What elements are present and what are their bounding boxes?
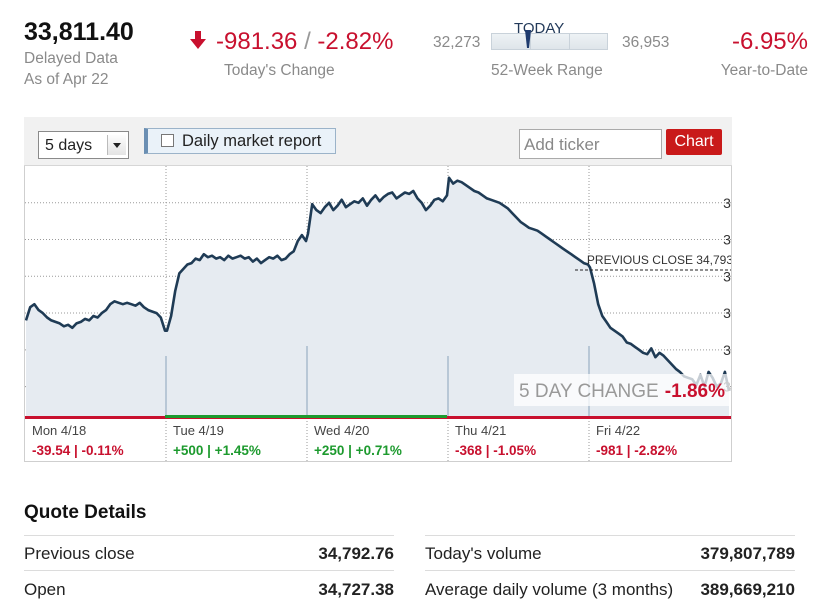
five-day-change-box	[514, 374, 730, 406]
day-label: Thu 4/21	[455, 423, 506, 438]
y-tick-label: 35,000	[723, 232, 731, 248]
y-tick-label: 34,500	[723, 305, 731, 321]
day-label: Fri 4/22	[596, 423, 640, 438]
delayed-data-label: Delayed Data	[24, 50, 118, 67]
volume-spike	[447, 356, 449, 416]
five-day-change-label: 5 DAY CHANGE	[519, 381, 659, 402]
range-high: 36,953	[622, 34, 670, 51]
detail-value-todays-volume: 379,807,789	[700, 544, 795, 563]
detail-value-open: 34,727.38	[318, 580, 394, 599]
detail-value-previous-close: 34,792.76	[318, 544, 394, 563]
range-today-label: TODAY	[514, 20, 565, 37]
y-tick-label: 34,750	[723, 268, 731, 284]
volume-spike	[165, 356, 167, 416]
quote-details-title: Quote Details	[24, 502, 147, 523]
day-change-label: -981 | -2.82%	[596, 443, 677, 458]
detail-label-avg-volume: Average daily volume (3 months)	[425, 580, 674, 599]
chart-button[interactable]: Chart	[666, 129, 722, 155]
daily-report-toggle[interactable]: Daily market report	[144, 128, 336, 154]
day-change-label: +500 | +1.45%	[173, 443, 261, 458]
day-change-label: +250 | +0.71%	[314, 443, 402, 458]
five-day-chart: 35,25035,00034,75034,50034,25034,000 PRE…	[25, 166, 731, 461]
price-line	[25, 176, 731, 392]
todays-change: -981.36 / -2.82%	[216, 28, 393, 56]
ytd-change: -6.95%	[731, 28, 808, 55]
range-bar	[491, 33, 608, 50]
todays-change-label: Today's Change	[224, 62, 335, 79]
detail-label-todays-volume: Today's volume	[425, 544, 542, 563]
volume-spike	[306, 346, 308, 416]
add-ticker-input[interactable]: Add ticker	[519, 129, 662, 159]
detail-value-avg-volume: 389,669,210	[700, 580, 795, 599]
baseline-up-bar	[165, 415, 447, 418]
ytd-label: Year-to-Date	[720, 62, 808, 79]
detail-label-open: Open	[24, 580, 66, 599]
period-select[interactable]: 5 days	[38, 131, 129, 159]
current-price: 33,811.40	[24, 18, 134, 46]
change-percent: -2.82%	[317, 28, 394, 55]
y-tick-label: 35,250	[723, 195, 731, 211]
change-points: -981.36	[216, 28, 298, 55]
day-label: Tue 4/19	[173, 423, 224, 438]
day-change-label: -368 | -1.05%	[455, 443, 536, 458]
y-tick-label: 34,250	[723, 342, 731, 358]
chevron-down-icon	[107, 135, 126, 155]
previous-close-label: PREVIOUS CLOSE 34,793	[587, 253, 731, 267]
day-label: Wed 4/20	[314, 423, 369, 438]
period-select-value: 5 days	[45, 137, 93, 154]
as-of-date: As of Apr 22	[24, 71, 109, 88]
range-label: 52-Week Range	[491, 62, 603, 79]
five-day-change-value: -1.86%	[665, 381, 725, 402]
range-today-marker-icon	[525, 30, 532, 48]
range-low: 32,273	[433, 34, 481, 51]
detail-label-previous-close: Previous close	[24, 544, 135, 563]
report-label: Daily market report	[182, 132, 322, 150]
day-label: Mon 4/18	[32, 423, 86, 438]
day-change-label: -39.54 | -0.11%	[32, 443, 124, 458]
report-checkbox[interactable]	[161, 134, 174, 147]
price-area	[26, 177, 729, 416]
down-arrow-icon	[190, 31, 206, 49]
change-separator: /	[304, 28, 311, 55]
